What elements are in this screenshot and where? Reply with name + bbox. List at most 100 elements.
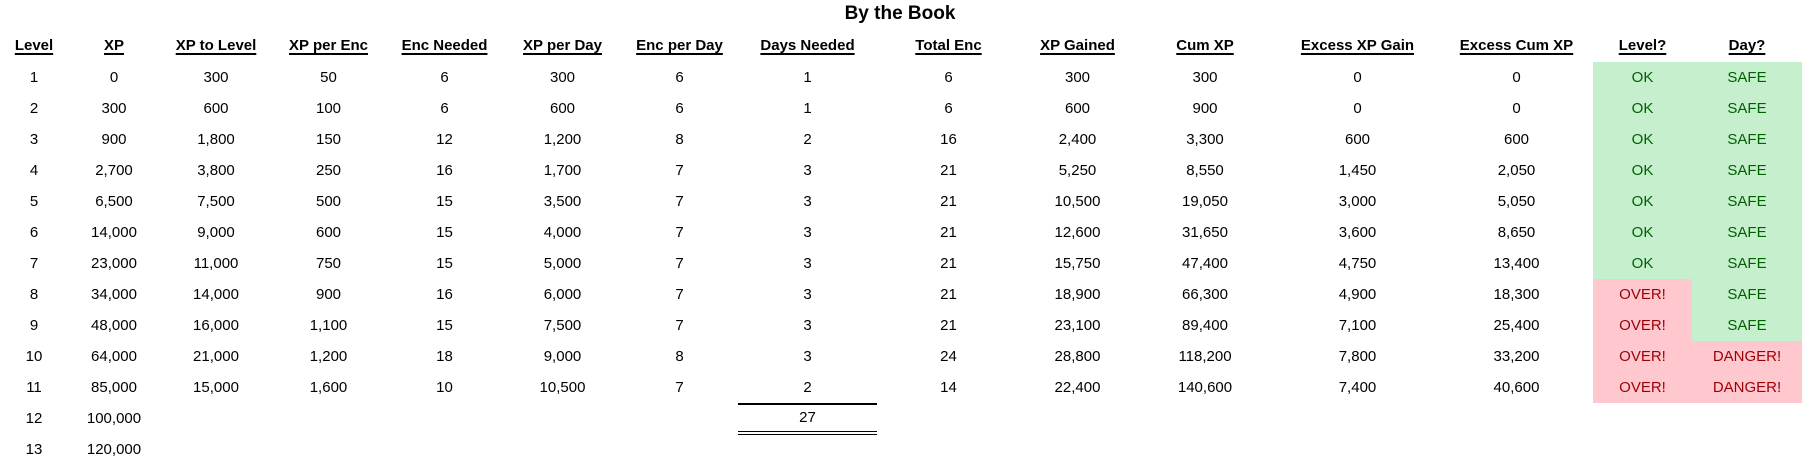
cell-days_needed[interactable]: 2 <box>803 131 812 148</box>
cell-cum_xp[interactable]: 118,200 <box>1178 348 1232 365</box>
cell-excess_cum_xp[interactable]: 18,300 <box>1493 286 1540 303</box>
cell-xp_per_day[interactable]: 9,000 <box>543 348 582 365</box>
cell-xp[interactable]: 2,700 <box>95 162 133 179</box>
cell-level[interactable]: 13 <box>25 441 43 458</box>
cell-level[interactable]: 4 <box>29 162 39 179</box>
cell-xp_per_enc[interactable]: 750 <box>315 255 342 272</box>
cell-excess_xp_gain[interactable]: 0 <box>1353 100 1362 117</box>
cell-day_status[interactable]: SAFE <box>1692 279 1802 310</box>
cell-total_enc[interactable]: 21 <box>940 286 957 303</box>
header-xp_gained[interactable]: XP Gained <box>1040 37 1115 54</box>
cell-days_needed[interactable]: 3 <box>803 255 812 272</box>
cell-xp_per_enc[interactable]: 1,600 <box>309 379 348 396</box>
cell-day_status[interactable] <box>1692 403 1802 435</box>
cell-xp_to_level[interactable]: 300 <box>203 69 229 86</box>
cell-enc_needed[interactable]: 18 <box>436 348 453 365</box>
cell-xp_to_level[interactable]: 9,000 <box>197 224 235 241</box>
cell-xp_to_level[interactable]: 14,000 <box>193 286 239 303</box>
cell-days_needed[interactable]: 3 <box>803 162 812 179</box>
cell-enc_per_day[interactable]: 7 <box>675 317 684 334</box>
cell-excess_xp_gain[interactable]: 7,100 <box>1338 317 1377 334</box>
cell-excess_cum_xp[interactable]: 13,400 <box>1493 255 1540 272</box>
cell-days_needed[interactable]: 1 <box>803 69 812 86</box>
cell-days_needed[interactable]: 2 <box>803 379 812 396</box>
cell-excess_cum_xp[interactable]: 600 <box>1503 131 1530 148</box>
cell-level_status[interactable]: OVER! <box>1593 279 1692 310</box>
cell-cum_xp[interactable] <box>1135 434 1275 465</box>
cell-enc_per_day[interactable]: 8 <box>675 131 684 148</box>
cell-level_status[interactable]: OK <box>1593 124 1692 155</box>
header-excess_cum_xp[interactable]: Excess Cum XP <box>1459 37 1574 54</box>
cell-xp_per_enc[interactable]: 50 <box>320 69 337 86</box>
cell-xp_per_enc[interactable]: 150 <box>315 131 342 148</box>
cell-level_status[interactable]: OVER! <box>1593 341 1692 372</box>
cell-enc_needed[interactable]: 16 <box>436 162 453 179</box>
cell-enc_needed[interactable]: 12 <box>436 131 453 148</box>
cell-cum_xp[interactable]: 89,400 <box>1182 317 1228 334</box>
cell-total_enc[interactable]: 21 <box>940 193 957 210</box>
cell-cum_xp[interactable] <box>1135 403 1275 435</box>
cell-cum_xp[interactable]: 19,050 <box>1182 193 1228 210</box>
cell-xp_gained[interactable]: 12,600 <box>1054 224 1101 241</box>
cell-days_needed[interactable]: 3 <box>803 317 812 334</box>
cell-level_status[interactable]: OK <box>1593 186 1692 217</box>
cell-excess_xp_gain[interactable]: 1,450 <box>1338 162 1377 179</box>
cell-excess_xp_gain[interactable]: 4,900 <box>1338 286 1377 303</box>
cell-xp_to_level[interactable]: 21,000 <box>193 348 239 365</box>
header-days_needed[interactable]: Days Needed <box>760 37 855 54</box>
cell-excess_cum_xp[interactable]: 33,200 <box>1493 348 1540 365</box>
cell-level_status[interactable] <box>1593 434 1692 465</box>
cell-days_needed[interactable]: 3 <box>803 286 812 303</box>
cell-xp_per_day[interactable] <box>504 434 621 465</box>
cell-level_status[interactable]: OK <box>1593 62 1692 93</box>
cell-level_status[interactable]: OK <box>1593 248 1692 279</box>
cell-day_status[interactable]: SAFE <box>1692 155 1802 186</box>
cell-xp_gained[interactable]: 300 <box>1064 69 1091 86</box>
cell-level[interactable]: 2 <box>29 100 39 117</box>
cell-enc_per_day[interactable]: 6 <box>675 100 684 117</box>
cell-enc_per_day[interactable]: 7 <box>675 379 684 396</box>
cell-enc_needed[interactable] <box>385 434 504 465</box>
cell-xp_gained[interactable]: 600 <box>1064 100 1091 117</box>
cell-xp[interactable]: 0 <box>109 69 119 86</box>
cell-excess_cum_xp[interactable]: 0 <box>1512 100 1521 117</box>
cell-xp_per_day[interactable]: 3,500 <box>543 193 582 210</box>
cell-level_status[interactable]: OK <box>1593 155 1692 186</box>
cell-xp_to_level[interactable]: 15,000 <box>193 379 239 396</box>
cell-total_enc[interactable]: 21 <box>940 317 957 334</box>
cell-xp[interactable]: 6,500 <box>95 193 133 210</box>
cell-enc_per_day[interactable]: 6 <box>675 69 684 86</box>
cell-xp_gained[interactable]: 22,400 <box>1054 379 1101 396</box>
header-xp_per_enc[interactable]: XP per Enc <box>289 37 368 54</box>
cell-xp_gained[interactable] <box>1020 403 1135 435</box>
cell-enc_per_day[interactable]: 8 <box>675 348 684 365</box>
cell-excess_cum_xp[interactable] <box>1440 434 1593 465</box>
cell-xp[interactable]: 100,000 <box>86 410 142 427</box>
cell-xp[interactable]: 900 <box>101 131 127 148</box>
cell-xp[interactable]: 120,000 <box>86 441 142 458</box>
cell-level_status[interactable]: OVER! <box>1593 310 1692 341</box>
header-day_status[interactable]: Day? <box>1728 37 1766 54</box>
cell-xp_per_enc[interactable]: 500 <box>315 193 342 210</box>
cell-level[interactable]: 3 <box>29 131 39 148</box>
cell-total_enc[interactable]: 24 <box>940 348 957 365</box>
cell-level_status[interactable]: OK <box>1593 93 1692 124</box>
cell-excess_xp_gain[interactable]: 0 <box>1353 69 1362 86</box>
cell-cum_xp[interactable]: 8,550 <box>1186 162 1224 179</box>
cell-day_status[interactable]: SAFE <box>1692 186 1802 217</box>
cell-day_status[interactable]: DANGER! <box>1692 341 1802 372</box>
header-xp_per_day[interactable]: XP per Day <box>523 37 602 54</box>
cell-enc_needed[interactable]: 15 <box>436 255 453 272</box>
cell-level[interactable]: 11 <box>26 379 42 396</box>
cell-excess_xp_gain[interactable]: 3,600 <box>1338 224 1377 241</box>
cell-day_status[interactable]: SAFE <box>1692 124 1802 155</box>
cell-enc_needed[interactable]: 10 <box>436 379 453 396</box>
cell-xp_gained[interactable]: 28,800 <box>1054 348 1101 365</box>
cell-xp_to_level[interactable]: 7,500 <box>197 193 235 210</box>
cell-xp_per_enc[interactable] <box>272 434 385 465</box>
cell-enc_needed[interactable]: 15 <box>436 224 453 241</box>
cell-excess_xp_gain[interactable]: 7,800 <box>1338 348 1377 365</box>
cell-xp_per_day[interactable]: 10,500 <box>539 379 586 396</box>
cell-enc_needed[interactable]: 6 <box>440 100 449 117</box>
cell-total_enc[interactable] <box>877 434 1020 465</box>
